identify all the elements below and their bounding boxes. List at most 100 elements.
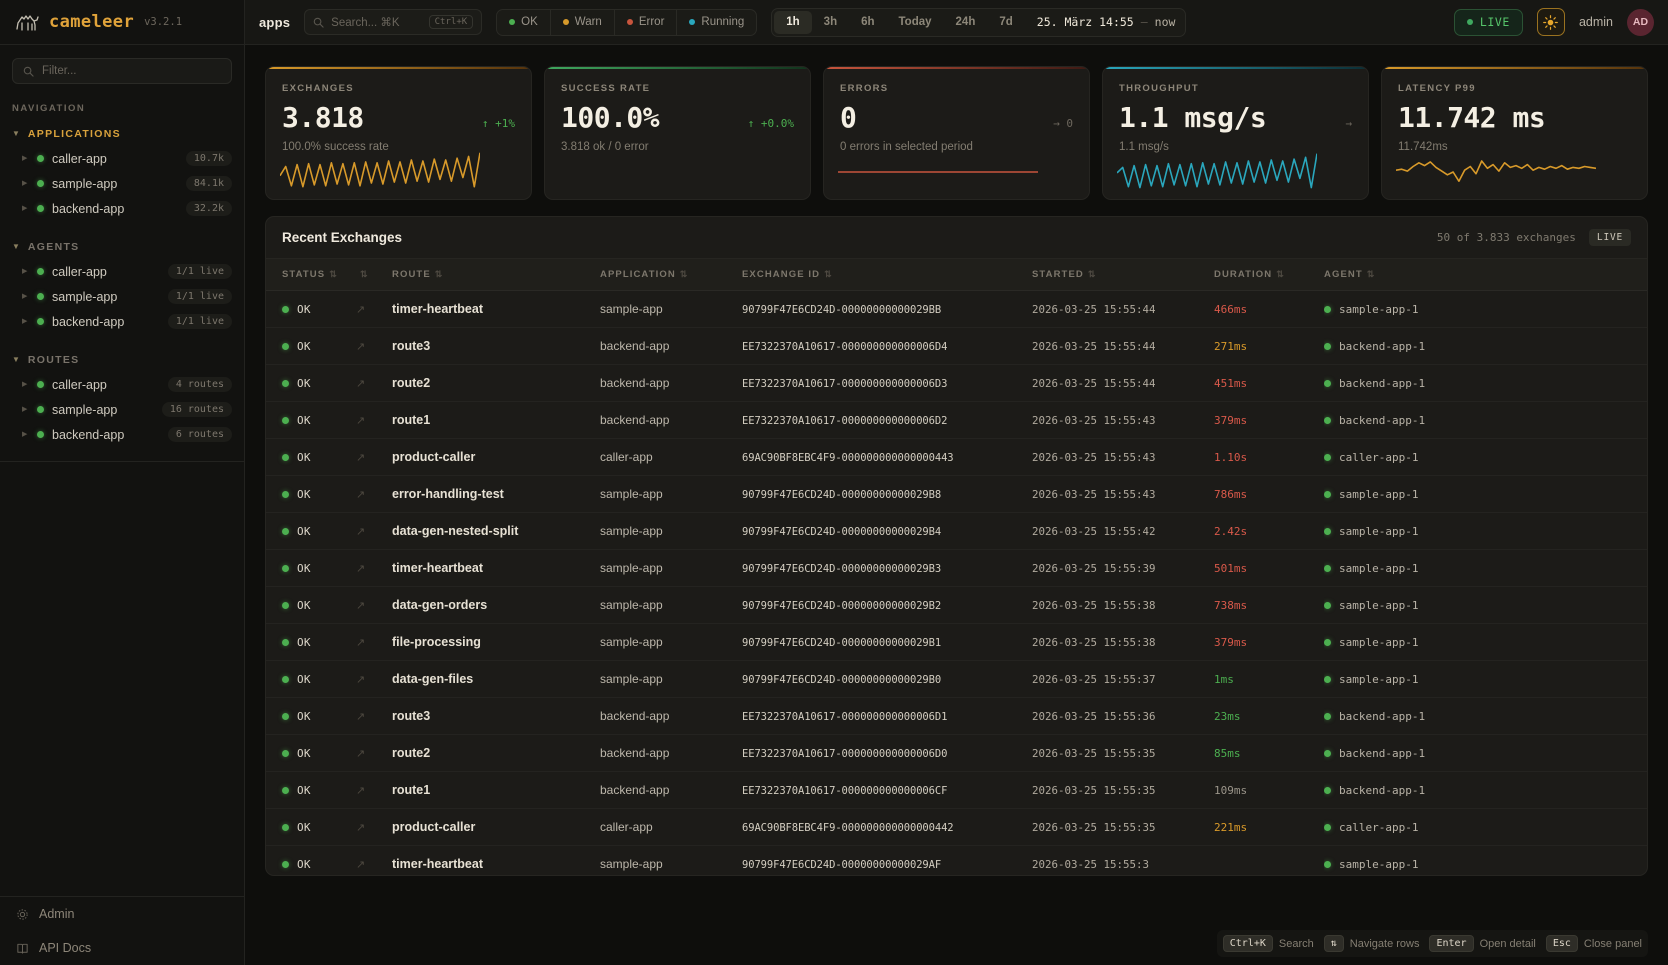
theme-toggle-button[interactable] (1536, 8, 1565, 36)
open-detail-icon[interactable]: ↗ (356, 526, 366, 538)
sidebar-routes-caller-app[interactable]: ▶ caller-app 4 routes (0, 372, 244, 397)
filter-error[interactable]: Error (615, 9, 678, 35)
kpi-card-exchanges[interactable]: EXCHANGES 3.818 ↑ +1% 100.0% success rat… (265, 66, 532, 200)
cell-open-detail[interactable]: ↗ (356, 364, 392, 402)
col-exchange-id[interactable]: EXCHANGE ID ⇅ (742, 259, 1032, 291)
exchange-id-label: 90799F47E6CD24D-00000000000029AF (742, 859, 942, 871)
kpi-card-success-rate[interactable]: SUCCESS RATE 100.0% ↑ +0.0% 3.818 ok / 0… (544, 66, 811, 200)
sidebar-routes-sample-app[interactable]: ▶ sample-app 16 routes (0, 397, 244, 422)
cell-open-detail[interactable]: ↗ (356, 586, 392, 624)
range-readout[interactable]: 25. März 14:55 — now (1025, 15, 1184, 29)
sort-icon: ⇅ (679, 269, 689, 279)
live-toggle[interactable]: LIVE (1453, 8, 1523, 36)
open-detail-icon[interactable]: ↗ (356, 637, 366, 649)
col-duration[interactable]: DURATION ⇅ (1214, 259, 1324, 291)
kpi-card-throughput[interactable]: THROUGHPUT 1.1 msg/s → 1.1 msg/s (1102, 66, 1369, 200)
range-6h[interactable]: 6h (861, 16, 875, 28)
sidebar-group-applications[interactable]: ▼ APPLICATIONS (0, 122, 244, 146)
status-dot (37, 318, 44, 325)
sidebar-agent-backend-app[interactable]: ▶ backend-app 1/1 live (0, 309, 244, 334)
brand[interactable]: cameleer v3.2.1 (0, 0, 244, 45)
sidebar-item-backend-app[interactable]: ▶ backend-app 32.2k (0, 196, 244, 221)
kpi-card-latency-p99[interactable]: LATENCY P99 11.742 ms 11.742ms (1381, 66, 1648, 200)
open-detail-icon[interactable]: ↗ (356, 304, 366, 316)
cell-open-detail[interactable]: ↗ (356, 549, 392, 587)
filter-warn[interactable]: Warn (551, 9, 615, 35)
range-3h[interactable]: 3h (823, 16, 838, 28)
open-detail-icon[interactable]: ↗ (356, 785, 366, 797)
range-1h[interactable]: 1h (774, 10, 812, 34)
table-row[interactable]: OK ↗ route3 backend-app EE7322370A10617-0000… (266, 697, 1647, 735)
open-detail-icon[interactable]: ↗ (356, 341, 366, 353)
open-detail-icon[interactable]: ↗ (356, 859, 366, 871)
cell-open-detail[interactable]: ↗ (356, 327, 392, 365)
col-application[interactable]: APPLICATION ⇅ (600, 259, 742, 291)
cell-open-detail[interactable]: ↗ (356, 512, 392, 550)
sidebar-group-agents[interactable]: ▼ AGENTS (0, 235, 244, 259)
cell-open-detail[interactable]: ↗ (356, 475, 392, 513)
sidebar-item-caller-app[interactable]: ▶ caller-app 10.7k (0, 146, 244, 171)
gear-icon (17, 908, 28, 920)
table-row[interactable]: OK ↗ route2 backend-app EE7322370A10617-0000… (266, 734, 1647, 772)
table-row[interactable]: OK ↗ product-caller caller-app 69AC90BF8EBC4… (266, 808, 1647, 846)
range-today[interactable]: Today (898, 16, 932, 28)
open-detail-icon[interactable]: ↗ (356, 748, 366, 760)
table-row[interactable]: OK ↗ product-caller caller-app 69AC90BF8EBC4… (266, 438, 1647, 476)
open-detail-icon[interactable]: ↗ (356, 452, 366, 464)
sidebar-agent-caller-app[interactable]: ▶ caller-app 1/1 live (0, 259, 244, 284)
cell-open-detail[interactable]: ↗ (356, 734, 392, 772)
col-started[interactable]: STARTED ⇅ (1032, 259, 1214, 291)
open-detail-icon[interactable]: ↗ (356, 415, 366, 427)
open-detail-icon[interactable]: ↗ (356, 822, 366, 834)
col-detail[interactable]: ⇅ (356, 259, 392, 291)
range-24h[interactable]: 24h (955, 16, 976, 28)
cell-open-detail[interactable]: ↗ (356, 290, 392, 328)
cell-open-detail[interactable]: ↗ (356, 660, 392, 698)
open-detail-icon[interactable]: ↗ (356, 489, 366, 501)
sidebar-agent-sample-app[interactable]: ▶ sample-app 1/1 live (0, 284, 244, 309)
cell-open-detail[interactable]: ↗ (356, 771, 392, 809)
table-row[interactable]: OK ↗ timer-heartbeat sample-app 90799F47E6CD… (266, 290, 1647, 328)
col-route[interactable]: ROUTE ⇅ (392, 259, 600, 291)
cell-open-detail[interactable]: ↗ (356, 438, 392, 476)
sidebar-filter[interactable] (12, 58, 232, 84)
sidebar-item-admin[interactable]: Admin (0, 897, 244, 931)
range-7d[interactable]: 7d (999, 16, 1013, 28)
table-row[interactable]: OK ↗ data-gen-nested-split sample-app 90799F… (266, 512, 1647, 550)
open-detail-icon[interactable]: ↗ (356, 674, 366, 686)
kpi-card-errors[interactable]: ERRORS 0 → 0 0 errors in selected period (823, 66, 1090, 200)
cell-open-detail[interactable]: ↗ (356, 401, 392, 439)
global-search[interactable]: Search... ⌘K Ctrl+K (304, 9, 483, 35)
sidebar-group-routes[interactable]: ▼ ROUTES (0, 348, 244, 372)
open-detail-icon[interactable]: ↗ (356, 711, 366, 723)
table-row[interactable]: OK ↗ timer-heartbeat sample-app 90799F47E6CD… (266, 845, 1647, 875)
cell-open-detail[interactable]: ↗ (356, 845, 392, 875)
table-row[interactable]: OK ↗ error-handling-test sample-app 90799F47… (266, 475, 1647, 513)
filter-running[interactable]: Running (677, 10, 756, 35)
table-row[interactable]: OK ↗ route2 backend-app EE7322370A10617-0000… (266, 364, 1647, 402)
table-row[interactable]: OK ↗ route1 backend-app EE7322370A10617-0000… (266, 401, 1647, 439)
table-row[interactable]: OK ↗ route1 backend-app EE7322370A10617-0000… (266, 771, 1647, 809)
panel-live-badge[interactable]: LIVE (1588, 229, 1631, 246)
table-row[interactable]: OK ↗ data-gen-files sample-app 90799F47E6CD2… (266, 660, 1647, 698)
status-label: OK (297, 487, 311, 501)
cell-open-detail[interactable]: ↗ (356, 697, 392, 735)
table-row[interactable]: OK ↗ data-gen-orders sample-app 90799F47E6CD… (266, 586, 1647, 624)
sidebar-item-api-docs[interactable]: API Docs (0, 931, 244, 965)
sidebar-routes-backend-app[interactable]: ▶ backend-app 6 routes (0, 422, 244, 447)
cell-open-detail[interactable]: ↗ (356, 808, 392, 846)
open-detail-icon[interactable]: ↗ (356, 600, 366, 612)
filter-ok[interactable]: OK (497, 9, 551, 35)
table-row[interactable]: OK ↗ route3 backend-app EE7322370A10617-0000… (266, 327, 1647, 365)
col-agent[interactable]: AGENT ⇅ (1324, 259, 1647, 291)
sidebar-item-sample-app[interactable]: ▶ sample-app 84.1k (0, 171, 244, 196)
cell-open-detail[interactable]: ↗ (356, 623, 392, 661)
col-status[interactable]: STATUS ⇅ (266, 259, 356, 291)
sidebar-item-badge: 4 routes (167, 377, 232, 392)
filter-input[interactable] (42, 65, 221, 77)
open-detail-icon[interactable]: ↗ (356, 378, 366, 390)
table-row[interactable]: OK ↗ file-processing sample-app 90799F47E6CD… (266, 623, 1647, 661)
table-row[interactable]: OK ↗ timer-heartbeat sample-app 90799F47E6CD… (266, 549, 1647, 587)
avatar[interactable]: AD (1627, 8, 1654, 36)
open-detail-icon[interactable]: ↗ (356, 563, 366, 575)
